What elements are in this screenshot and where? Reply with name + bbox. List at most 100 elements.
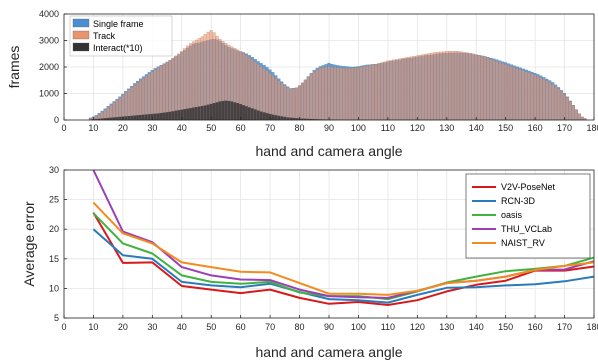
top-x-tick-label: 170: [557, 123, 572, 133]
top-x-tick-label: 140: [469, 123, 484, 133]
bar-track: [345, 68, 349, 121]
bottom-x-tick-label: 20: [118, 322, 128, 332]
bar-track: [533, 74, 537, 121]
top-y-tick-label: 2000: [39, 62, 59, 72]
bar-interact: [130, 115, 134, 120]
bar-track: [465, 52, 469, 121]
bar-track: [138, 80, 142, 121]
bar-interact: [265, 113, 269, 120]
bar-interact: [312, 119, 316, 120]
bar-track: [136, 82, 140, 121]
bottom-x-tick-label: 150: [498, 322, 513, 332]
bar-track: [115, 100, 119, 121]
bar-track: [150, 71, 154, 121]
top-y-tick-label: 0: [54, 115, 59, 125]
bottom-lines: [92, 169, 595, 306]
bar-track: [124, 92, 128, 121]
bar-track: [424, 53, 428, 121]
bar-track: [433, 52, 437, 121]
bar-interact: [209, 103, 213, 120]
bar-interact: [127, 116, 131, 120]
bar-interact: [277, 115, 281, 120]
bar-interact: [171, 111, 175, 120]
bar-track: [392, 59, 396, 121]
bar-track: [121, 95, 125, 121]
bar-track: [153, 69, 157, 121]
bar-track: [574, 109, 578, 121]
top-legend-label: Interact(*10): [93, 43, 143, 53]
top-x-tick-label: 50: [206, 123, 216, 133]
bar-track: [489, 58, 493, 121]
bar-track: [486, 57, 490, 121]
bar-interact: [248, 107, 251, 120]
bar-track: [318, 68, 322, 121]
bar-interact: [142, 114, 145, 120]
bar-interact: [303, 118, 307, 120]
top-legend-label: Single frame: [93, 19, 144, 29]
bar-interact: [147, 114, 151, 120]
bar-track: [518, 69, 522, 121]
bar-track: [560, 91, 564, 121]
bottom-y-tick-label: 15: [49, 254, 59, 264]
bar-track: [483, 56, 487, 121]
bar-interact: [109, 117, 113, 120]
bar-track: [445, 51, 449, 121]
bar-track: [348, 68, 352, 121]
bar-track: [330, 66, 334, 121]
bar-track: [303, 79, 307, 121]
bar-interact: [106, 117, 110, 120]
bar-track: [165, 62, 169, 121]
bar-interact: [162, 112, 166, 120]
bar-track: [477, 55, 481, 121]
bar-track: [309, 74, 313, 121]
bar-interact: [215, 102, 219, 120]
bar-interact: [212, 103, 216, 120]
bar-interact: [242, 105, 245, 120]
bar-track: [174, 55, 178, 121]
bar-track: [418, 54, 422, 121]
bar-interact: [177, 110, 181, 120]
bar-interact: [156, 113, 160, 120]
bar-track: [521, 70, 525, 121]
bar-track: [342, 67, 346, 121]
bar-interact: [221, 100, 225, 120]
bar-track: [580, 116, 584, 121]
bottom-x-tick-label: 10: [88, 322, 98, 332]
top-x-tick-label: 150: [498, 123, 513, 133]
bar-track: [451, 50, 455, 121]
top-x-tick-label: 60: [236, 123, 246, 133]
top-x-tick-label: 0: [61, 123, 66, 133]
bar-interact: [165, 112, 169, 120]
bar-track: [412, 56, 416, 121]
bar-track: [324, 66, 328, 121]
bar-interact: [236, 103, 240, 120]
bar-track: [380, 62, 384, 121]
bar-interact: [274, 115, 278, 120]
bar-track: [524, 71, 528, 121]
top-x-tick-label: 120: [410, 123, 425, 133]
bar-track: [571, 105, 575, 121]
bar-track: [430, 52, 434, 121]
bottom-x-tick-label: 100: [351, 322, 366, 332]
top-x-tick-label: 10: [88, 123, 98, 133]
bar-track: [277, 80, 281, 121]
top-x-tick-label: 30: [147, 123, 157, 133]
bar-track: [130, 87, 134, 121]
bottom-y-tick-label: 5: [54, 313, 59, 323]
bar-track: [495, 61, 499, 121]
bar-track: [333, 67, 337, 121]
top-x-tick-label: 100: [351, 123, 366, 133]
bottom-legend-label: RCN-3D: [501, 196, 536, 206]
bar-track: [468, 53, 472, 121]
bar-track: [262, 68, 266, 121]
bar-track: [427, 53, 431, 121]
top-x-tick-label: 70: [265, 123, 275, 133]
bar-track: [144, 75, 148, 121]
bar-interact: [103, 118, 107, 120]
bar-track: [374, 63, 378, 121]
bar-track: [162, 63, 166, 121]
bar-track: [459, 51, 463, 121]
bar-interact: [150, 113, 154, 120]
top-x-tick-label: 80: [295, 123, 305, 133]
top-y-tick-label: 3000: [39, 36, 59, 46]
